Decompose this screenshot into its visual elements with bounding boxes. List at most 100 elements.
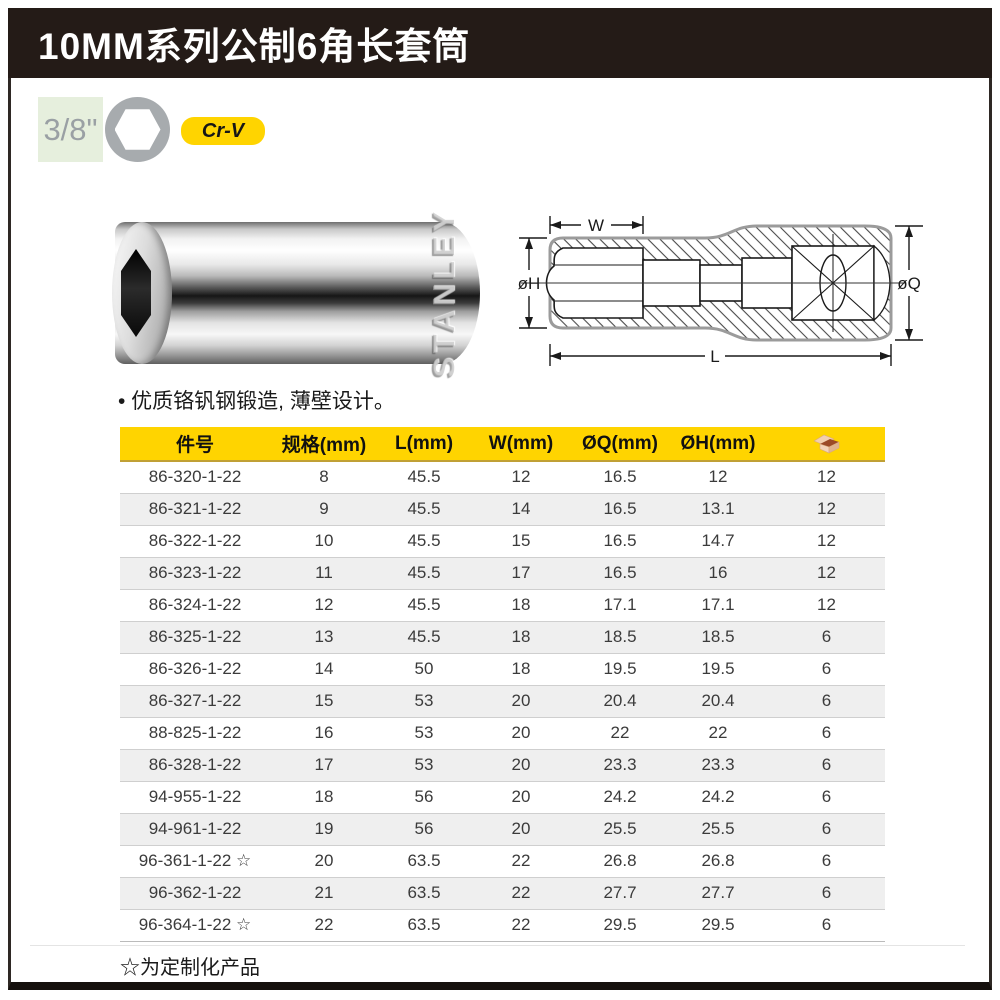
table-cell: 23.3 bbox=[701, 755, 735, 774]
table-cell: 45.5 bbox=[407, 531, 441, 550]
table-cell: 20.4 bbox=[603, 691, 637, 710]
table-cell: 12 bbox=[511, 467, 531, 487]
table-cell: 16.5 bbox=[603, 499, 637, 518]
table-cell: 22 bbox=[708, 723, 728, 742]
table-cell: 29.5 bbox=[603, 915, 637, 934]
table-cell: 20 bbox=[511, 787, 531, 806]
table-row: 86-321-1-22 9 45.5 14 16.5 13.1 12 bbox=[120, 493, 885, 525]
table-cell: 6 bbox=[821, 787, 832, 806]
table-row: 88-825-1-22 16 53 20 22 22 6 bbox=[120, 717, 885, 749]
table-cell: 16 bbox=[708, 563, 728, 582]
table-cell: 86-325-1-22 bbox=[148, 627, 242, 646]
table-cell: 22 bbox=[610, 723, 630, 742]
table-cell: 25.5 bbox=[603, 819, 637, 838]
table-cell: 53 bbox=[414, 691, 434, 710]
table-row: 96-361-1-22 ☆ 20 63.5 22 26.8 26.8 6 bbox=[120, 845, 885, 877]
arrowhead bbox=[632, 221, 643, 229]
page-border bbox=[8, 8, 992, 990]
socket-hex-opening bbox=[121, 249, 151, 337]
table-cell: 19.5 bbox=[701, 659, 735, 678]
col-header-l: L(mm) bbox=[378, 427, 470, 462]
col-header-part-number: 件号 bbox=[120, 427, 270, 462]
table-cell: 12 bbox=[817, 531, 836, 550]
table-cell: 45.5 bbox=[407, 467, 441, 487]
table-cell: 14.7 bbox=[701, 531, 735, 550]
dim-label-l: L bbox=[710, 347, 719, 366]
footer-divider bbox=[30, 945, 965, 946]
table-cell: 9 bbox=[319, 499, 329, 518]
table-cell: 8 bbox=[319, 467, 329, 487]
table-cell: 18 bbox=[511, 627, 531, 646]
table-row: 86-323-1-22 11 45.5 17 16.5 16 12 bbox=[120, 557, 885, 589]
table-cell: 18.5 bbox=[603, 627, 637, 646]
table-cell: 24.2 bbox=[701, 787, 735, 806]
drive-size-label: 3/8" bbox=[43, 111, 98, 147]
table-cell: 6 bbox=[821, 915, 832, 934]
table-cell: 13.1 bbox=[701, 499, 735, 518]
table-cell: 22 bbox=[511, 883, 531, 902]
table-cell: 14 bbox=[314, 659, 334, 678]
table-cell: 12 bbox=[817, 467, 836, 487]
table-cell: 45.5 bbox=[407, 595, 441, 614]
arrowhead bbox=[905, 329, 913, 340]
table-cell: 16 bbox=[314, 723, 334, 742]
table-cell: 18 bbox=[511, 659, 531, 678]
table-cell: 24.2 bbox=[603, 787, 637, 806]
table-cell: 86-323-1-22 bbox=[148, 563, 242, 582]
table-cell: 6 bbox=[821, 691, 832, 710]
table-cell: 22 bbox=[511, 915, 531, 934]
drive-size-badge: 3/8" bbox=[38, 97, 103, 162]
dim-label-w: W bbox=[588, 216, 604, 235]
table-cell: 17 bbox=[511, 563, 531, 582]
table-cell: 6 bbox=[821, 883, 832, 902]
table-row: 96-364-1-22 ☆ 22 63.5 22 29.5 29.5 6 bbox=[120, 909, 885, 941]
spec-table: 件号 规格(mm) L(mm) W(mm) ØQ(mm) ØH(mm) 86-3… bbox=[120, 427, 885, 942]
table-cell: 94-955-1-22 bbox=[148, 787, 242, 806]
table-cell: 21 bbox=[314, 883, 334, 902]
table-cell: 86-324-1-22 bbox=[148, 595, 242, 614]
crv-material-badge: Cr-V bbox=[181, 117, 265, 145]
technical-drawing: W øH øQ L bbox=[518, 216, 923, 366]
table-cell: 86-322-1-22 bbox=[148, 531, 242, 550]
table-cell: 18.5 bbox=[701, 627, 735, 646]
table-cell: 63.5 bbox=[407, 915, 441, 934]
table-row: 94-961-1-22 19 56 20 25.5 25.5 6 bbox=[120, 813, 885, 845]
table-cell: 12 bbox=[314, 595, 334, 614]
table-cell: 16.5 bbox=[603, 563, 637, 582]
col-header-w: W(mm) bbox=[470, 427, 572, 462]
table-row: 96-362-1-22 21 63.5 22 27.7 27.7 6 bbox=[120, 877, 885, 909]
table-cell: 16.5 bbox=[603, 531, 637, 550]
table-cell: 10 bbox=[314, 531, 334, 550]
table-cell: 12 bbox=[817, 595, 836, 614]
table-cell: 86-320-1-22 bbox=[148, 467, 242, 487]
table-cell: 25.5 bbox=[701, 819, 735, 838]
table-row: 94-955-1-22 18 56 20 24.2 24.2 6 bbox=[120, 781, 885, 813]
table-row: 86-326-1-22 14 50 18 19.5 19.5 6 bbox=[120, 653, 885, 685]
table-cell: 18 bbox=[511, 595, 531, 614]
table-cell: 27.7 bbox=[701, 883, 735, 902]
table-cell: 56 bbox=[414, 819, 434, 838]
table-cell: 86-327-1-22 bbox=[148, 691, 242, 710]
table-cell: 20 bbox=[314, 851, 334, 870]
arrowhead bbox=[880, 352, 891, 360]
table-cell: 86-328-1-22 bbox=[148, 755, 242, 774]
col-header-oh: ØH(mm) bbox=[668, 427, 768, 462]
table-cell: 6 bbox=[821, 851, 832, 870]
title-bar: 10MM系列公制6角长套筒 bbox=[8, 8, 992, 78]
table-cell: 23.3 bbox=[603, 755, 637, 774]
table-row: 86-327-1-22 15 53 20 20.4 20.4 6 bbox=[120, 685, 885, 717]
table-cell: 22 bbox=[314, 915, 334, 934]
box-icon bbox=[813, 434, 840, 454]
hex-socket-icon bbox=[105, 97, 170, 162]
table-cell: 20 bbox=[511, 755, 531, 774]
table-cell: 17 bbox=[314, 755, 334, 774]
table-cell: 12 bbox=[817, 499, 836, 518]
table-cell: 50 bbox=[414, 659, 434, 678]
table-header-row: 件号 规格(mm) L(mm) W(mm) ØQ(mm) ØH(mm) bbox=[120, 427, 885, 462]
brand-engraving: STANLEY bbox=[426, 207, 462, 379]
table-cell: 29.5 bbox=[701, 915, 735, 934]
table-cell: 19.5 bbox=[603, 659, 637, 678]
table-cell: 19 bbox=[314, 819, 334, 838]
table-row: 86-324-1-22 12 45.5 18 17.1 17.1 12 bbox=[120, 589, 885, 621]
brand-engraving-wrap: STANLEY bbox=[422, 208, 466, 378]
